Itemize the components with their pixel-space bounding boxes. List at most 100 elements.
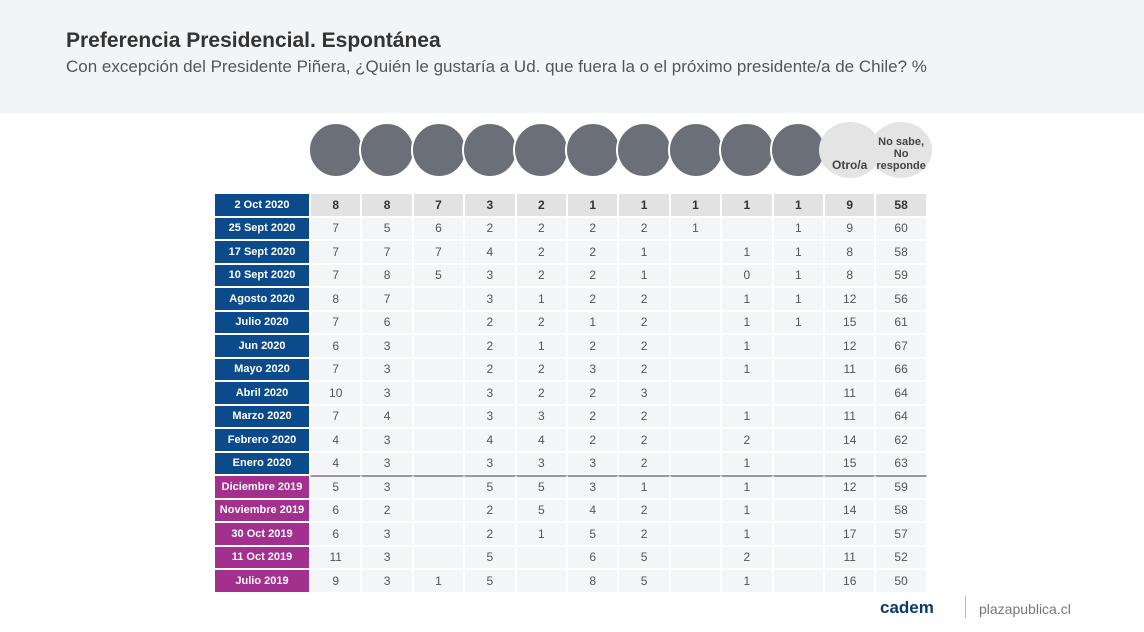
cell: 12 (824, 334, 876, 358)
cell (412, 522, 465, 546)
cell: 2 (464, 522, 516, 546)
cell: 3 (361, 475, 413, 499)
cell: 2 (618, 498, 670, 522)
cell: 2 (618, 522, 670, 546)
cell (772, 498, 824, 522)
cell (772, 381, 824, 405)
cell: 3 (464, 287, 516, 311)
cell: 16 (824, 569, 876, 593)
cell: 2 (567, 334, 619, 358)
row-label: Julio 2020 (214, 310, 310, 334)
row-label: Agosto 2020 (214, 287, 310, 311)
cell: 9 (824, 193, 876, 217)
cell: 3 (464, 404, 516, 428)
cell: 2 (721, 545, 773, 569)
cell: 2 (515, 263, 567, 287)
cell: 2 (618, 216, 670, 240)
row-label: 17 Sept 2020 (214, 240, 310, 264)
cell: 7 (310, 240, 362, 264)
cell: 6 (567, 545, 619, 569)
cell (412, 475, 465, 499)
cell (669, 498, 722, 522)
cell: 6 (310, 334, 362, 358)
cell (772, 522, 824, 546)
cell: 6 (361, 310, 413, 334)
cell: 7 (412, 240, 465, 264)
cell: 12 (824, 287, 876, 311)
candidate-photo (616, 122, 673, 178)
cell: 1 (721, 334, 773, 358)
cell: 1 (618, 240, 670, 264)
cell: 3 (361, 522, 413, 546)
cell: 67 (875, 334, 927, 358)
cell: 56 (875, 287, 927, 311)
cell: 5 (464, 569, 516, 593)
cell: 52 (875, 545, 927, 569)
candidate-photo (307, 122, 364, 178)
cell (412, 428, 465, 452)
cell: 2 (721, 428, 773, 452)
cell: 1 (721, 240, 773, 264)
cell: 3 (361, 428, 413, 452)
cell: 10 (310, 381, 362, 405)
cell: 3 (515, 451, 567, 475)
row-label: 10 Sept 2020 (214, 263, 310, 287)
cell: 2 (618, 428, 670, 452)
cell: 1 (772, 263, 824, 287)
row-label: 30 Oct 2019 (214, 522, 310, 546)
cell: 5 (515, 475, 567, 499)
cell: 1 (567, 193, 619, 217)
cell: 2 (567, 287, 619, 311)
cell: 1 (721, 193, 773, 217)
row-label: Marzo 2020 (214, 404, 310, 428)
cell: 2 (567, 263, 619, 287)
cell: 3 (464, 381, 516, 405)
cell: 1 (618, 263, 670, 287)
cell: 64 (875, 381, 927, 405)
candidate-photo (718, 122, 775, 178)
cell: 6 (412, 216, 465, 240)
cell: 3 (567, 357, 619, 381)
cell: 4 (567, 498, 619, 522)
cell: 61 (875, 310, 927, 334)
cell: 2 (515, 381, 567, 405)
row-label: Diciembre 2019 (214, 475, 310, 499)
cell: 5 (361, 216, 413, 240)
cell: 3 (361, 451, 413, 475)
cell: 7 (310, 357, 362, 381)
cell: 2 (618, 310, 670, 334)
cell (669, 287, 722, 311)
cell: 1 (515, 522, 567, 546)
cell: 2 (567, 404, 619, 428)
cell: 11 (824, 357, 876, 381)
cell (669, 569, 722, 593)
cell (772, 569, 824, 593)
cell: 5 (310, 475, 362, 499)
column-header-line: No sabe, (878, 136, 925, 148)
cell: 1 (721, 404, 773, 428)
cell: 5 (464, 545, 516, 569)
cell: 2 (618, 404, 670, 428)
cell (669, 522, 722, 546)
cell: 3 (361, 357, 413, 381)
cell (515, 569, 567, 593)
cell (669, 310, 722, 334)
cell: 1 (412, 569, 465, 593)
column-header-line: No responde (876, 148, 926, 172)
cell: 1 (772, 193, 824, 217)
cell (669, 451, 722, 475)
cell: 2 (567, 381, 619, 405)
cell: 3 (515, 404, 567, 428)
cell: 2 (361, 498, 413, 522)
cell: 2 (464, 334, 516, 358)
cell (669, 381, 722, 405)
cell: 3 (567, 475, 619, 499)
cell: 2 (515, 310, 567, 334)
cell: 3 (618, 381, 670, 405)
cell: 5 (464, 475, 516, 499)
cell (515, 545, 567, 569)
cell: 59 (875, 263, 927, 287)
cell: 0 (721, 263, 773, 287)
cell: 3 (361, 545, 413, 569)
cell (412, 357, 465, 381)
